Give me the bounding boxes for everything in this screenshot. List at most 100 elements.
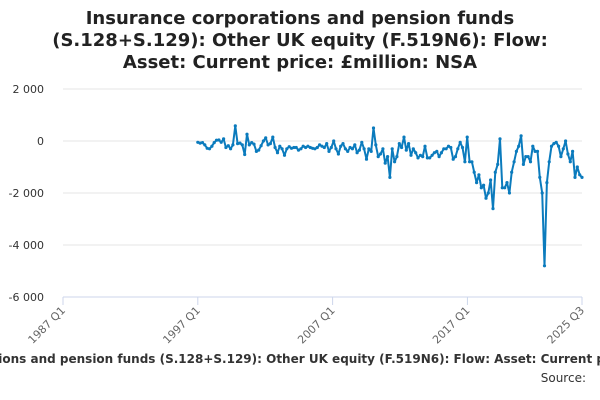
data-point: [571, 149, 575, 153]
data-point: [306, 144, 310, 148]
data-point: [273, 145, 277, 150]
data-point: [364, 157, 369, 161]
data-point: [350, 147, 354, 151]
data-point: [247, 143, 251, 147]
data-point: [524, 155, 528, 159]
data-point: [411, 147, 415, 151]
data-point: [222, 137, 226, 141]
data-point: [503, 186, 507, 190]
data-point: [329, 145, 333, 150]
data-point: [460, 145, 465, 150]
data-point: [322, 145, 326, 150]
data-point: [580, 175, 584, 179]
data-point: [514, 149, 519, 153]
data-point: [240, 143, 244, 147]
data-point: [386, 155, 390, 159]
y-tick-label: 2 000: [13, 83, 45, 96]
data-point: [353, 143, 357, 147]
data-point: [214, 138, 219, 142]
data-point: [292, 145, 296, 150]
data-point: [371, 126, 376, 130]
data-point: [554, 140, 558, 144]
data-point: [507, 191, 511, 195]
data-point: [510, 170, 514, 174]
data-point: [549, 144, 554, 148]
data-point: [376, 155, 380, 159]
gridlines: [63, 88, 582, 246]
data-point: [479, 186, 483, 190]
data-point: [245, 132, 249, 136]
data-point: [226, 144, 230, 148]
data-point: [542, 264, 547, 268]
data-point: [575, 165, 579, 169]
data-point: [568, 160, 572, 164]
data-point: [463, 160, 467, 164]
x-tick-label: 2025 Q3: [545, 304, 588, 347]
data-point: [505, 181, 509, 185]
data-point: [531, 144, 535, 148]
data-point: [257, 148, 261, 152]
data-point: [374, 143, 378, 147]
data-point: [334, 147, 338, 151]
data-point: [475, 181, 479, 185]
data-point: [318, 143, 322, 147]
data-point: [299, 147, 303, 151]
data-point: [489, 178, 493, 182]
data-point: [390, 147, 394, 151]
series-footer-title: Insurance corporations and pension funds…: [0, 352, 600, 370]
data-point: [325, 142, 329, 146]
data-point: [280, 147, 284, 151]
data-point: [451, 157, 455, 161]
data-point: [271, 135, 275, 139]
data-point: [203, 143, 207, 147]
data-point: [362, 147, 366, 151]
data-point: [439, 151, 443, 155]
y-tick-label: 0: [37, 135, 44, 148]
data-point: [578, 173, 582, 177]
data-point: [289, 146, 294, 150]
data-point: [456, 147, 460, 151]
data-point: [402, 135, 406, 139]
data-point: [547, 160, 551, 164]
data-point: [404, 148, 408, 152]
x-tick-label: 1997 Q1: [160, 304, 203, 347]
data-point: [231, 143, 235, 147]
data-point: [458, 140, 462, 144]
x-tick-label: 2007 Q1: [295, 304, 338, 347]
data-point: [432, 151, 436, 155]
data-point: [219, 140, 223, 144]
data-point: [341, 142, 345, 146]
data-point: [357, 148, 361, 152]
data-point: [275, 151, 280, 155]
data-point: [224, 145, 228, 150]
x-axis: 1987 Q1 1997 Q1 2007 Q1 2017 Q1 2025 Q3: [26, 296, 588, 347]
data-point: [437, 155, 441, 159]
data-point: [268, 142, 272, 146]
data-point: [435, 149, 439, 153]
data-point: [407, 142, 411, 146]
data-point: [428, 156, 432, 160]
data-point: [566, 152, 570, 156]
data-point: [261, 139, 265, 143]
data-point: [332, 139, 336, 143]
data-point: [346, 149, 350, 153]
data-point: [468, 160, 472, 164]
source-label: Source:: [540, 371, 586, 385]
y-axis: 2 000 0 -2 000 -4 000 -6 000: [9, 83, 44, 304]
data-point: [388, 175, 392, 179]
data-point: [453, 155, 458, 159]
data-point: [470, 160, 474, 164]
data-point: [442, 147, 446, 151]
data-point: [355, 151, 359, 155]
data-point: [360, 140, 364, 144]
y-tick-label: -4 000: [9, 239, 44, 252]
data-point: [243, 152, 247, 157]
data-point: [198, 141, 202, 145]
data-point: [339, 144, 343, 148]
data-point: [519, 134, 523, 138]
data-point: [381, 147, 385, 151]
data-point: [444, 147, 448, 151]
data-point: [484, 196, 488, 200]
data-point: [500, 186, 504, 190]
